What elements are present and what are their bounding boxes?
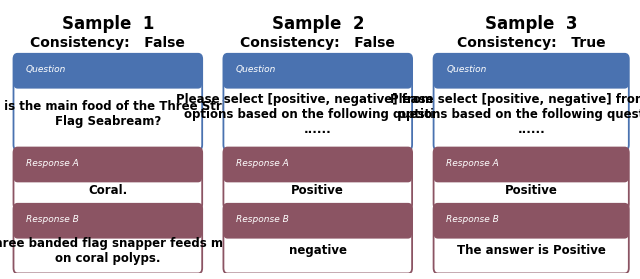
FancyBboxPatch shape xyxy=(223,204,412,273)
Text: Coral.: Coral. xyxy=(88,184,127,197)
FancyBboxPatch shape xyxy=(433,148,629,209)
FancyBboxPatch shape xyxy=(223,204,412,239)
Text: negative: negative xyxy=(289,244,347,257)
Text: Consistency:   True: Consistency: True xyxy=(457,36,605,50)
Bar xyxy=(17,221,198,233)
FancyBboxPatch shape xyxy=(433,148,629,182)
Bar xyxy=(438,221,625,233)
Text: Question: Question xyxy=(26,66,66,74)
Bar xyxy=(227,165,408,177)
Text: Sample  1: Sample 1 xyxy=(61,15,154,33)
Text: Positive: Positive xyxy=(291,184,344,197)
Text: The answer is Positive: The answer is Positive xyxy=(457,244,605,257)
Text: Response B: Response B xyxy=(26,215,79,225)
Text: Response A: Response A xyxy=(446,159,499,168)
FancyBboxPatch shape xyxy=(223,54,412,89)
FancyBboxPatch shape xyxy=(13,148,202,182)
FancyBboxPatch shape xyxy=(13,54,202,89)
Bar xyxy=(227,221,408,233)
Text: Sample  3: Sample 3 xyxy=(485,15,577,33)
Text: Response B: Response B xyxy=(446,215,499,225)
FancyBboxPatch shape xyxy=(223,148,412,209)
FancyBboxPatch shape xyxy=(13,204,202,239)
FancyBboxPatch shape xyxy=(223,54,412,150)
FancyBboxPatch shape xyxy=(433,54,629,150)
Text: Sample  2: Sample 2 xyxy=(271,15,364,33)
Text: Consistency:   False: Consistency: False xyxy=(31,36,185,50)
FancyBboxPatch shape xyxy=(433,54,629,89)
FancyBboxPatch shape xyxy=(223,148,412,182)
Text: What is the main food of the Three Striped
Flag Seabream?: What is the main food of the Three Strip… xyxy=(0,100,251,128)
Bar xyxy=(17,71,198,83)
Bar xyxy=(438,165,625,177)
Text: The three banded flag snapper feeds mainly
on coral polyps.: The three banded flag snapper feeds main… xyxy=(0,237,255,265)
Text: Response A: Response A xyxy=(236,159,289,168)
FancyBboxPatch shape xyxy=(433,204,629,273)
Text: Response A: Response A xyxy=(26,159,79,168)
FancyBboxPatch shape xyxy=(13,148,202,209)
Text: Consistency:   False: Consistency: False xyxy=(241,36,395,50)
Bar xyxy=(227,71,408,83)
Text: Question: Question xyxy=(446,66,486,74)
Bar xyxy=(17,165,198,177)
Text: Response B: Response B xyxy=(236,215,289,225)
Text: Please select [positive, negative] from the
options based on the following quest: Please select [positive, negative] from … xyxy=(176,93,460,136)
FancyBboxPatch shape xyxy=(433,204,629,239)
FancyBboxPatch shape xyxy=(13,54,202,150)
Text: Positive: Positive xyxy=(505,184,557,197)
Text: Please select [positive, negative] from the
options based on the following quest: Please select [positive, negative] from … xyxy=(390,93,640,136)
FancyBboxPatch shape xyxy=(13,204,202,273)
Bar xyxy=(438,71,625,83)
Text: Question: Question xyxy=(236,66,276,74)
